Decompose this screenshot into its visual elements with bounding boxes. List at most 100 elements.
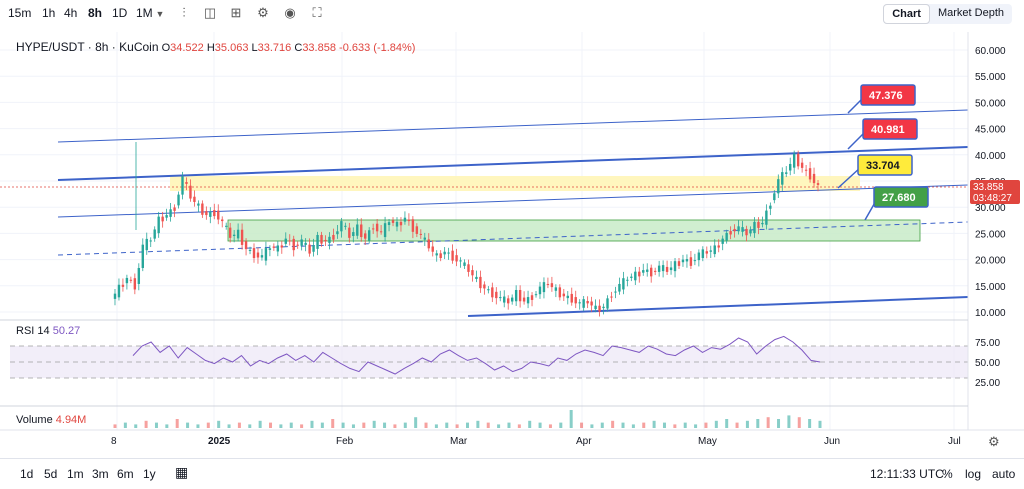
volume-bar: [186, 422, 190, 428]
candle-body: [789, 163, 792, 171]
candle-body: [582, 299, 585, 308]
candle-body: [661, 265, 665, 272]
volume-bar: [331, 419, 335, 428]
compare-icon[interactable]: ◫: [203, 5, 217, 20]
candle-body: [459, 260, 462, 262]
candle-body: [201, 203, 204, 215]
price-callout-box: [860, 84, 916, 106]
candle-body: [328, 236, 331, 244]
chart-grid: [0, 32, 968, 430]
volume-bar: [123, 422, 127, 428]
volume-bar: [424, 422, 428, 428]
fullscreen-icon[interactable]: ⛶: [312, 5, 322, 20]
price-tick-label: 30.000: [975, 203, 1006, 214]
price-tick-label: 60.000: [975, 46, 1006, 57]
candle-body: [213, 210, 216, 217]
volume-bar: [787, 415, 791, 428]
timeframe-4h[interactable]: 4h: [64, 6, 78, 20]
candle-body: [407, 219, 411, 222]
timeframe-1h[interactable]: 1h: [42, 6, 56, 20]
range-1m[interactable]: 1m: [67, 467, 84, 481]
candle-body: [149, 240, 152, 242]
candle-body: [816, 183, 820, 185]
price-callout-label: 47.376: [869, 90, 903, 102]
camera-icon[interactable]: ◉: [284, 5, 296, 20]
ohlc-legend: HYPE/USDT · 8h · KuCoin O34.522 H35.063 …: [16, 40, 415, 54]
price-callout-label: 27.680: [882, 192, 916, 204]
auto-toggle[interactable]: auto: [992, 467, 1016, 481]
candle-body: [336, 231, 339, 235]
candle-body: [542, 282, 546, 293]
rsi-tick-label: 25.00: [975, 378, 1000, 389]
range-1y[interactable]: 1y: [143, 467, 156, 481]
timeframe-1d[interactable]: 1D: [112, 6, 128, 20]
volume-bar: [528, 420, 532, 428]
candle-body: [439, 253, 442, 259]
candle-body: [622, 278, 625, 290]
candle-body: [546, 283, 550, 286]
tab-chart[interactable]: Chart: [883, 4, 930, 24]
range-5d[interactable]: 5d: [44, 467, 58, 481]
volume-bar: [476, 420, 480, 428]
candle-body: [260, 255, 264, 258]
candle-body: [209, 211, 212, 217]
candle-body: [741, 227, 744, 232]
volume-bar: [206, 422, 210, 428]
volume-bar: [320, 422, 324, 428]
candle-body: [415, 226, 419, 234]
percent-toggle[interactable]: %: [942, 467, 953, 481]
time-tick-label: Jun: [824, 436, 840, 447]
candle-body: [630, 276, 633, 278]
rsi-line: [132, 335, 821, 375]
timeframe-15m[interactable]: 15m: [8, 6, 32, 20]
candle-body: [145, 238, 148, 251]
volume-bar: [756, 419, 760, 428]
candle-body: [411, 219, 415, 232]
volume-bar: [642, 422, 646, 428]
candle-body: [467, 264, 470, 272]
log-toggle[interactable]: log: [965, 467, 982, 481]
candle-body: [161, 216, 164, 222]
rsi-legend: RSI 14 50.27: [16, 325, 80, 337]
chart-type-icon[interactable]: ⊞: [230, 5, 242, 20]
volume-bar: [466, 422, 469, 428]
timeframe-1m[interactable]: 1M: [136, 6, 153, 20]
candle-body: [181, 176, 184, 195]
candle-body: [463, 262, 466, 266]
candle-body: [653, 270, 657, 272]
volume-bar: [548, 424, 552, 428]
candle-body: [499, 297, 502, 299]
volume-bar: [289, 422, 293, 428]
price-chart[interactable]: 47.376 40.981 33.704 27.680 75.00 50.00 25.00…: [0, 0, 1024, 458]
candle-body: [765, 210, 768, 225]
indicators-icon[interactable]: ⫶: [182, 5, 186, 20]
volume-bar: [714, 420, 718, 428]
candle-body: [725, 232, 728, 241]
candle-body: [113, 293, 117, 299]
candle-body: [387, 222, 391, 226]
candle-body: [796, 153, 800, 167]
price-callout-box: [873, 186, 929, 208]
range-6m[interactable]: 6m: [117, 467, 134, 481]
price-tick-label: 40.000: [975, 151, 1006, 162]
candle-body: [173, 207, 176, 211]
chevron-down-icon[interactable]: ▼: [155, 9, 165, 19]
candle-body: [610, 296, 613, 298]
tab-market-depth[interactable]: Market Depth: [937, 7, 1004, 19]
volume-bar: [248, 424, 252, 428]
timeframe-8h[interactable]: 8h: [88, 6, 103, 20]
range-3m[interactable]: 3m: [92, 467, 109, 481]
volume-bar: [445, 422, 449, 428]
calendar-icon[interactable]: ▦: [175, 464, 189, 480]
candle-body: [769, 205, 772, 209]
candle-body: [356, 224, 359, 236]
candle-body: [483, 284, 486, 289]
candle-body: [367, 230, 371, 241]
volume-bar: [434, 424, 438, 428]
range-1d[interactable]: 1d: [20, 467, 34, 481]
settings-gear-icon[interactable]: ⚙: [257, 5, 269, 20]
candle-body: [586, 300, 589, 304]
price-callout-label: 40.981: [871, 124, 905, 136]
open-value: 34.522: [170, 42, 204, 54]
candle-body: [693, 260, 697, 262]
